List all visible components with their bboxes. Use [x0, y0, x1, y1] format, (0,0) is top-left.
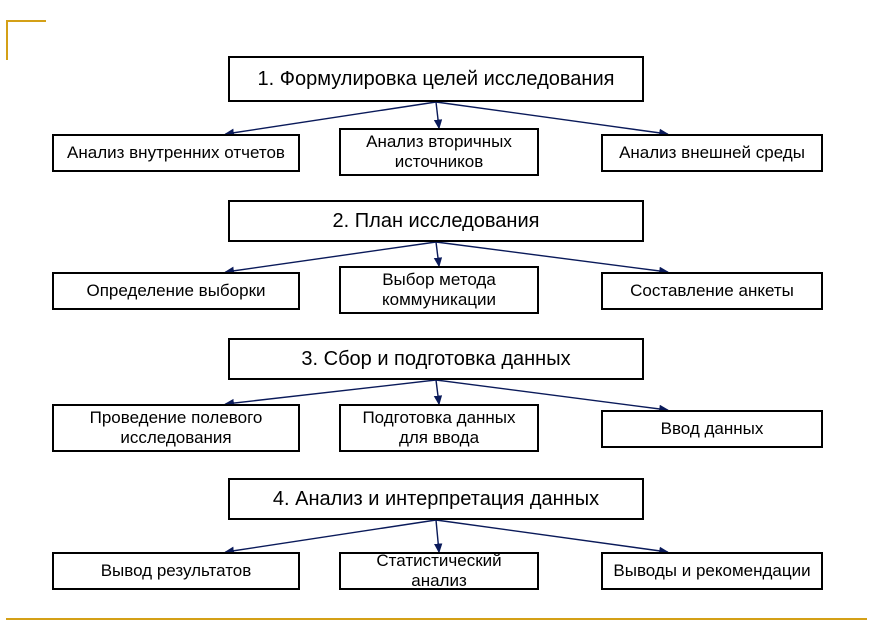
node-s4b: Статистический анализ: [339, 552, 539, 590]
node-s1a: Анализ внутренних отчетов: [52, 134, 300, 172]
node-s4: 4. Анализ и интерпретация данных: [228, 478, 644, 520]
edge-s1-s1b: [436, 102, 439, 128]
edge-s4-s4a: [226, 520, 436, 552]
node-label: Анализ вторичных источников: [351, 132, 527, 171]
node-s3c: Ввод данных: [601, 410, 823, 448]
edge-s3-s3a: [226, 380, 436, 404]
node-label: Проведение полевого исследования: [64, 408, 288, 447]
frame-accent-bottom: [6, 618, 867, 620]
node-s4a: Вывод результатов: [52, 552, 300, 590]
node-s1c: Анализ внешней среды: [601, 134, 823, 172]
node-label: Составление анкеты: [630, 281, 794, 301]
edge-s2-s2b: [436, 242, 439, 266]
node-label: Подготовка данных для ввода: [351, 408, 527, 447]
node-s3: 3. Сбор и подготовка данных: [228, 338, 644, 380]
node-s1: 1. Формулировка целей исследования: [228, 56, 644, 102]
node-s2b: Выбор метода коммуникации: [339, 266, 539, 314]
edge-s3-s3b: [436, 380, 439, 404]
node-label: Анализ внутренних отчетов: [67, 143, 285, 163]
node-s3b: Подготовка данных для ввода: [339, 404, 539, 452]
node-s2c: Составление анкеты: [601, 272, 823, 310]
node-label: Выводы и рекомендации: [613, 561, 810, 581]
frame-accent-top: [6, 20, 46, 22]
node-label: Вывод результатов: [101, 561, 252, 581]
node-s4c: Выводы и рекомендации: [601, 552, 823, 590]
node-label: 3. Сбор и подготовка данных: [301, 348, 570, 371]
node-label: Анализ внешней среды: [619, 143, 805, 163]
node-label: Определение выборки: [86, 281, 265, 301]
node-label: Ввод данных: [661, 419, 764, 439]
node-label: 2. План исследования: [333, 210, 540, 233]
edge-s4-s4b: [436, 520, 439, 552]
node-s2: 2. План исследования: [228, 200, 644, 242]
node-s3a: Проведение полевого исследования: [52, 404, 300, 452]
node-label: 1. Формулировка целей исследования: [258, 68, 615, 91]
node-s1b: Анализ вторичных источников: [339, 128, 539, 176]
node-label: Статистический анализ: [351, 551, 527, 590]
edge-s4-s4c: [436, 520, 668, 552]
node-label: Выбор метода коммуникации: [351, 270, 527, 309]
frame-accent-left: [6, 20, 8, 60]
node-label: 4. Анализ и интерпретация данных: [273, 488, 599, 511]
node-s2a: Определение выборки: [52, 272, 300, 310]
